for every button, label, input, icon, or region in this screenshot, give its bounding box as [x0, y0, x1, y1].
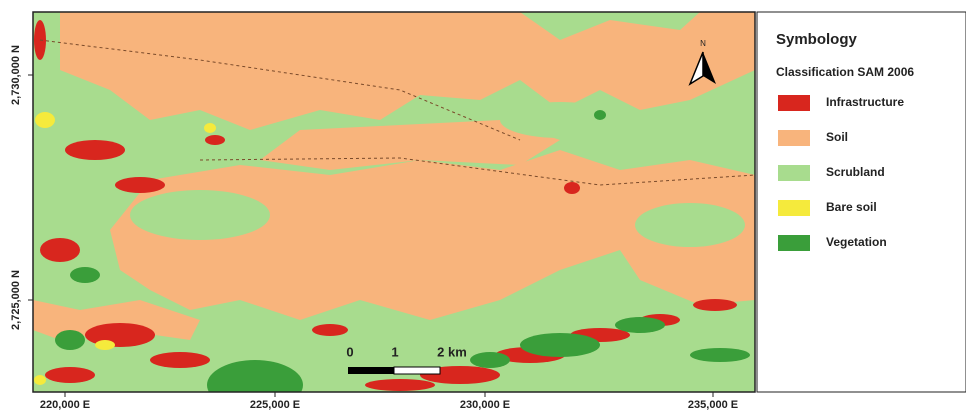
legend-label: Scrubland: [826, 165, 885, 179]
legend-label: Soil: [826, 130, 848, 144]
x-coordinate-label: 220,000 E: [40, 399, 90, 411]
legend-swatch: [778, 235, 810, 251]
north-label: N: [700, 39, 706, 48]
legend-label: Infrastructure: [826, 95, 904, 109]
x-coordinate-label: 225,000 E: [250, 399, 300, 411]
legend-swatch: [778, 200, 810, 216]
y-coordinate-label: 2,725,000 N: [10, 270, 22, 330]
scale-label: 1: [391, 344, 398, 359]
scrubland-area: [130, 190, 270, 240]
scrubland-area: [635, 203, 745, 247]
legend-title: Symbology: [776, 31, 858, 48]
legend-label: Vegetation: [826, 235, 887, 249]
scrubland-area: [500, 102, 620, 138]
map-figure: Symbology Classification SAM 2006 N 220,…: [0, 0, 966, 412]
legend-label: Bare soil: [826, 200, 877, 214]
x-coordinate-label: 235,000 E: [688, 399, 738, 411]
scale-segment: [348, 367, 394, 374]
x-coordinate-label: 230,000 E: [460, 399, 510, 411]
scale-label: 2 km: [437, 344, 467, 359]
legend-subtitle: Classification SAM 2006: [776, 65, 914, 79]
legend-swatch: [778, 130, 810, 146]
scale-label: 0: [346, 344, 353, 359]
y-coordinate-label: 2,730,000 N: [10, 45, 22, 105]
legend-swatch: [778, 165, 810, 181]
scale-segment: [394, 367, 440, 374]
scale-bar: [348, 367, 440, 374]
legend-swatch: [778, 95, 810, 111]
